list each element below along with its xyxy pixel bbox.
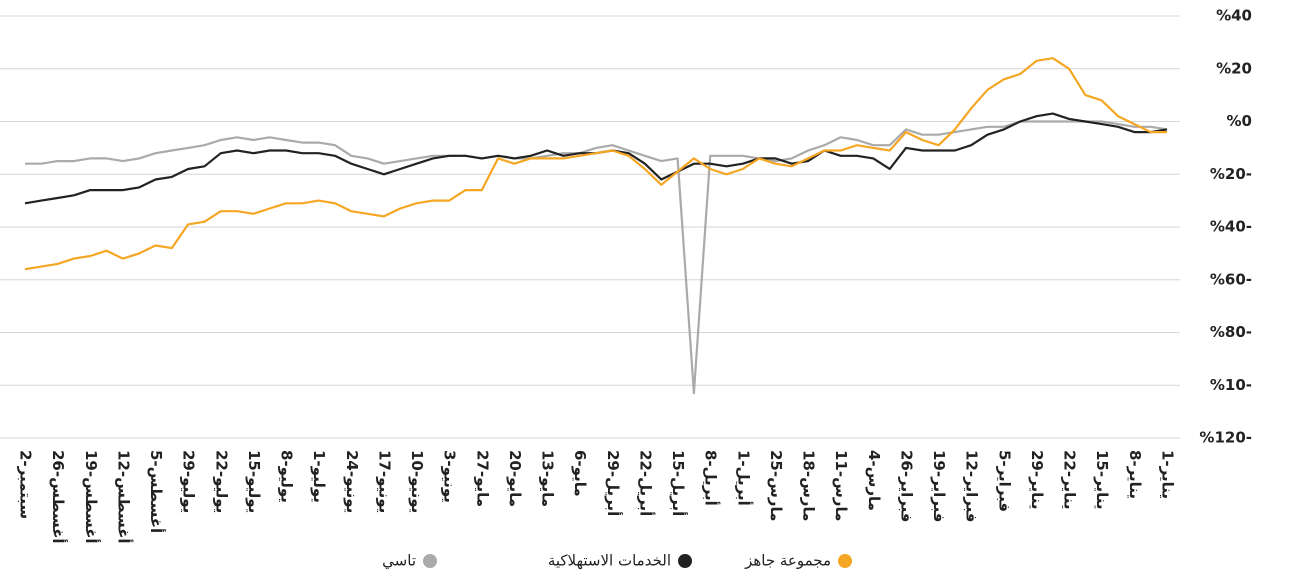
x-tick-label: 3-يونيو xyxy=(441,450,459,503)
x-tick-label: 29-أبريل xyxy=(604,450,623,516)
legend-label: تاسي xyxy=(382,552,416,571)
x-tick-label: 15-أبريل xyxy=(669,450,688,516)
x-tick-label: 26-فبراير xyxy=(897,450,915,523)
x-tick-label: 25-مارس xyxy=(767,450,785,521)
y-tick-label: %10- xyxy=(1210,376,1252,394)
x-tick-label: 29-يوليو xyxy=(180,450,198,513)
x-tick-label: 19-أغسطس xyxy=(82,450,101,544)
x-tick-label: 15-يناير xyxy=(1093,450,1111,509)
x-tick-label: 17-يونيو xyxy=(375,450,393,513)
y-tick-label: %20 xyxy=(1216,59,1252,77)
x-tick-label: 8-أبريل xyxy=(702,450,721,506)
x-tick-label: 4-مارس xyxy=(865,450,883,511)
x-tick-label: 12-فبراير xyxy=(963,450,981,523)
x-tick-label: 20-مايو xyxy=(506,450,524,507)
legend-swatch xyxy=(678,554,692,568)
x-tick-label: 29-يناير xyxy=(1028,450,1046,509)
x-tick-label: 26-أغسطس xyxy=(49,450,68,544)
x-tick-label: 24-يونيو xyxy=(343,450,361,513)
x-tick-label: 22-يوليو xyxy=(212,450,230,513)
x-tick-label: 6-مايو xyxy=(571,450,589,497)
series-line xyxy=(24,57,1167,271)
x-tick-label: 8-يناير xyxy=(1126,450,1144,499)
legend-swatch xyxy=(838,554,852,568)
x-tick-label: 11-مارس xyxy=(832,450,850,521)
x-tick-label: 5-فبراير xyxy=(995,450,1013,512)
y-tick-label: %20- xyxy=(1210,165,1252,183)
y-tick-label: %80- xyxy=(1210,323,1252,341)
y-tick-label: %0 xyxy=(1227,112,1252,130)
x-tick-label: 1-أبريل xyxy=(734,450,753,506)
series-line xyxy=(25,120,1168,395)
y-tick-label: %120- xyxy=(1199,429,1252,447)
y-tick-label: %40- xyxy=(1210,218,1252,236)
x-tick-label: 22-يناير xyxy=(1061,450,1079,509)
x-tick-label: 22-أبريل xyxy=(636,450,655,516)
legend-swatch xyxy=(423,554,437,568)
legend-label: مجموعة جاهز xyxy=(744,552,831,570)
x-tick-label: 8-يوليو xyxy=(278,450,296,503)
x-tick-label: 5-أغسطس xyxy=(147,450,166,533)
x-tick-label: 27-مايو xyxy=(473,450,491,507)
x-tick-label: 18-مارس xyxy=(800,450,818,521)
x-tick-label: 15-يوليو xyxy=(245,450,263,513)
x-tick-label: 12-أغسطس xyxy=(114,450,133,544)
x-tick-label: 13-مايو xyxy=(539,450,557,507)
x-tick-label: 2-سبتمبر xyxy=(17,450,35,519)
x-tick-label: 1-يوليو xyxy=(310,450,328,503)
legend-label: الخدمات الاستهلاكية xyxy=(548,552,671,570)
x-tick-label: 1-يناير xyxy=(1159,450,1177,499)
y-tick-label: %40 xyxy=(1216,7,1252,25)
y-tick-label: %60- xyxy=(1210,270,1252,288)
x-tick-label: 10-يونيو xyxy=(408,450,426,513)
x-tick-label: 19-فبراير xyxy=(930,450,948,523)
